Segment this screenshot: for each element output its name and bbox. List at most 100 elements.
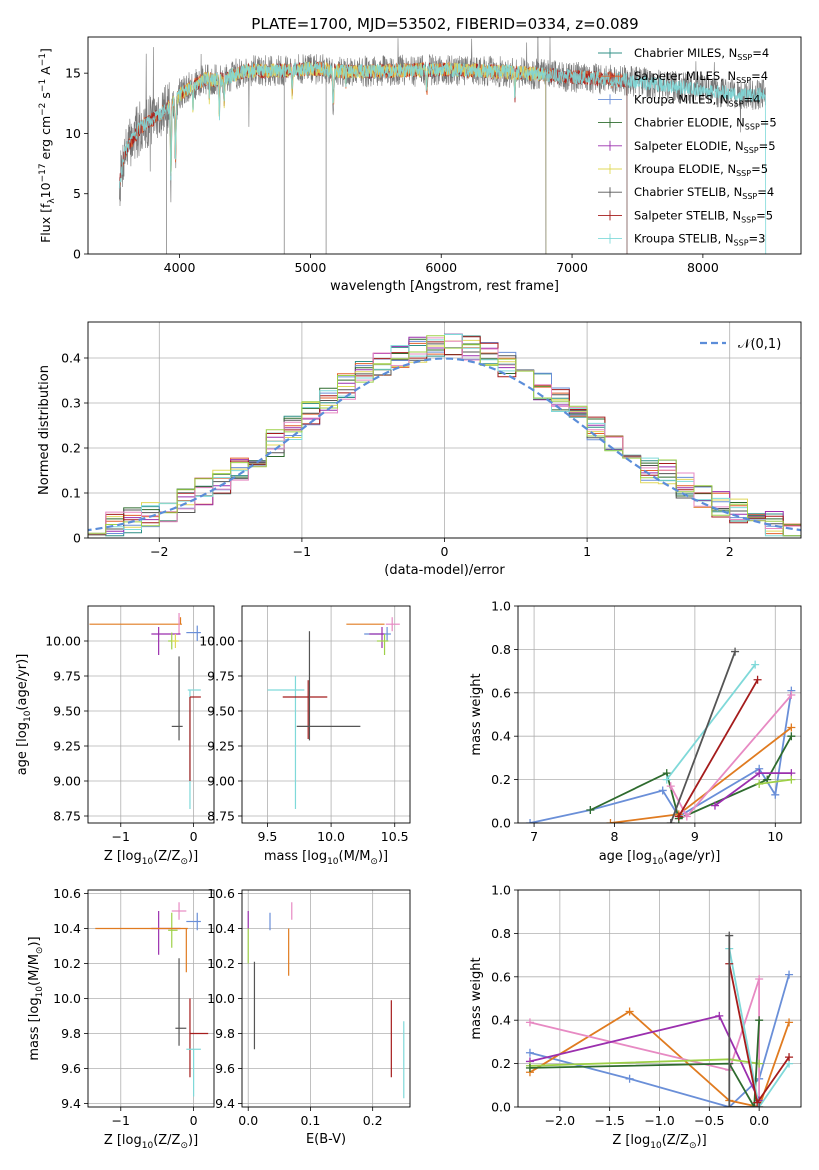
- axes-frame: [517, 889, 802, 1108]
- legend-label-text: Kroupa ELODIE, N: [634, 162, 736, 176]
- mass-vs-extinction-panel: 0.0 0.1 0.2 9.4 9.6 9.8 10.0 10.2 10.4 10.6 E(B-V): [207, 886, 411, 1147]
- x-tick-label: −1: [112, 1113, 130, 1128]
- y-axis-label-part: mass [log: [27, 997, 42, 1060]
- y-tick-label: 10.4: [53, 921, 81, 936]
- weight-series: [725, 931, 764, 1107]
- y-axis-label-part: age [log: [15, 722, 30, 775]
- weight-line: [529, 1020, 760, 1107]
- error-cross: [186, 1048, 201, 1097]
- weight-point: [625, 1007, 634, 1016]
- x-axis-label-part: (Z/Z: [153, 1133, 180, 1148]
- weight-point: [526, 819, 535, 823]
- legend-label: Chabrier MILES, NSSP=4: [634, 46, 769, 62]
- weight-point: [750, 1103, 759, 1107]
- age-vs-mass-panel: 9.5 10.0 10.5 8.75 9.00 9.25 9.50 9.75 10.00 mass…: [199, 605, 411, 867]
- y-axis-label-part: −1: [38, 79, 48, 92]
- legend-label-text: Kroupa MILES, N: [634, 92, 729, 106]
- weight-point: [751, 660, 760, 669]
- x-axis-label: E(B-V): [306, 1132, 346, 1147]
- y-axis-label-part: −1: [38, 53, 48, 66]
- weight-point: [755, 1016, 764, 1025]
- plot-area: [526, 647, 796, 823]
- x-axis-label-part: )]: [697, 1133, 707, 1148]
- y-tick-label: 10.0: [207, 991, 235, 1006]
- y-tick-label: 0.2: [61, 441, 81, 456]
- weight-point: [753, 1098, 762, 1107]
- y-tick-label: 0.4: [491, 729, 511, 744]
- legend-label-text: Kroupa STELIB, N: [634, 232, 734, 246]
- weight-line: [669, 651, 736, 823]
- weight-point: [525, 1063, 534, 1072]
- y-tick-label: 1.0: [491, 883, 511, 898]
- y-tick-label: 10.6: [207, 886, 235, 901]
- y-axis-label-part: ⊙: [35, 947, 45, 955]
- histogram-series: [88, 334, 801, 538]
- error-cross: [189, 998, 209, 1078]
- weight-point: [771, 790, 780, 799]
- error-cross: [189, 696, 201, 781]
- y-tick-label: 0.0: [491, 816, 511, 831]
- y-tick-label: 0: [73, 247, 81, 262]
- y-tick-label: 9.4: [215, 1096, 235, 1111]
- legend-label-suffix: =5: [759, 139, 776, 153]
- y-axis-label: mass weight: [469, 673, 484, 755]
- y-tick-label: 9.8: [61, 1026, 81, 1041]
- legend-label-suffix: =3: [749, 232, 766, 246]
- error-cross: [168, 912, 178, 948]
- x-tick-label: 0.0: [749, 1113, 769, 1128]
- weight-line: [759, 778, 792, 785]
- weight-point: [731, 647, 740, 656]
- plot-area: [267, 617, 400, 809]
- weight-line: [728, 935, 760, 1107]
- x-axis-label-part: mass [log: [264, 849, 327, 864]
- weight-point: [787, 775, 796, 784]
- weight-point: [682, 812, 691, 821]
- weight-series: [666, 647, 740, 823]
- y-tick-label: 0.6: [491, 685, 511, 700]
- y-tick-label: 9.00: [53, 774, 81, 789]
- legend-label-text: Salpeter MILES, N: [634, 69, 736, 83]
- residual-histogram-panel: −2 −1 0 1 2 0 0.1 0.2 0.3 0.4 (data-model)/error No…: [37, 321, 802, 578]
- y-tick-label: 10.6: [53, 886, 81, 901]
- weight-series: [662, 660, 760, 784]
- x-tick-label: 0: [441, 544, 449, 559]
- x-axis-label-part: 10: [142, 1141, 154, 1151]
- y-tick-label: 9.50: [53, 704, 81, 719]
- y-tick-label: 9.25: [207, 739, 235, 754]
- legend-label-text: Chabrier STELIB, N: [634, 185, 742, 199]
- y-tick-label: 8.75: [207, 809, 235, 824]
- weight-point: [586, 805, 595, 814]
- grid: [88, 606, 214, 823]
- x-tick-label: 2: [726, 544, 734, 559]
- weight-line: [678, 679, 759, 817]
- x-tick-label: 0.0: [238, 1113, 258, 1128]
- weight-line: [529, 974, 790, 1107]
- legend-label: Salpeter MILES, NSSP=4: [634, 69, 768, 85]
- x-tick-label: 0.1: [300, 1113, 320, 1128]
- y-axis-label-part: −17: [38, 163, 48, 182]
- x-axis-label-part: )]: [378, 849, 388, 864]
- error-cross: [376, 634, 389, 655]
- weight-point: [625, 1074, 634, 1083]
- error-cross: [171, 656, 183, 741]
- legend-label-suffix: =4: [757, 185, 774, 199]
- y-tick-label: 9.25: [53, 739, 81, 754]
- legend-label: Kroupa ELODIE, NSSP=5: [634, 162, 768, 178]
- y-tick-label: 0.3: [61, 396, 81, 411]
- x-tick-label: 0.2: [363, 1113, 383, 1128]
- legend-label-text: Chabrier MILES, N: [634, 46, 737, 60]
- y-axis-label: age [log10(age/yr)]: [15, 654, 33, 776]
- x-tick-label: 0: [190, 829, 198, 844]
- weight-point: [725, 931, 734, 940]
- error-cross: [89, 617, 182, 625]
- weight-point: [525, 1018, 534, 1027]
- x-tick-label: 4000: [164, 260, 196, 275]
- legend-label-text: Salpeter ELODIE, N: [634, 139, 744, 153]
- y-axis-label-part: Flux [f: [38, 203, 53, 243]
- grid: [88, 890, 214, 1107]
- axes-frame: [517, 605, 802, 824]
- error-cross: [171, 634, 180, 648]
- y-tick-label: 10: [65, 126, 81, 141]
